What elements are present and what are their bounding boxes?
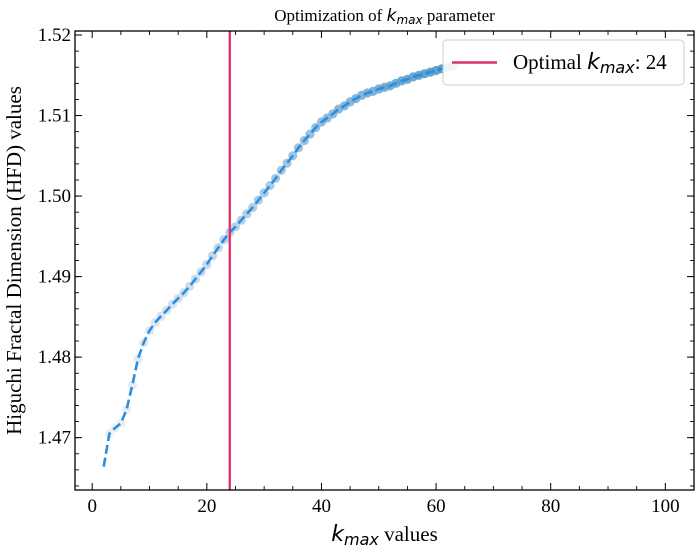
x-tick-label: 60 bbox=[427, 496, 446, 517]
y-tick-label: 1.50 bbox=[38, 186, 71, 207]
legend-label: Optimal kmax: 24 bbox=[513, 50, 667, 77]
x-tick-label: 40 bbox=[312, 496, 331, 517]
y-tick-label: 1.49 bbox=[38, 267, 71, 288]
legend: Optimal kmax: 24 bbox=[442, 39, 685, 86]
fit-line bbox=[102, 65, 454, 467]
legend-box bbox=[442, 39, 685, 86]
x-tick-label: 100 bbox=[651, 496, 680, 517]
data-point bbox=[127, 380, 137, 390]
y-axis-label: Higuchi Fractal Dimension (HFD) values bbox=[2, 86, 26, 435]
chart-title-text: Optimization of kmax parameter bbox=[274, 6, 495, 27]
y-axis-label-text: Higuchi Fractal Dimension (HFD) values bbox=[2, 86, 26, 435]
x-axis-label: kmax values bbox=[331, 522, 438, 549]
data-point bbox=[133, 354, 143, 364]
x-tick-label: 80 bbox=[541, 496, 560, 517]
y-tick-label: 1.47 bbox=[38, 428, 71, 449]
chart-title: Optimization of kmax parameter bbox=[274, 6, 495, 27]
x-tick-label: 20 bbox=[197, 496, 216, 517]
y-tick-label: 1.52 bbox=[38, 25, 71, 46]
plot-frame bbox=[74, 30, 695, 491]
y-tick-label: 1.48 bbox=[38, 347, 71, 368]
y-tick-label: 1.51 bbox=[38, 106, 71, 127]
fit-line-path bbox=[102, 65, 454, 467]
data-points bbox=[104, 61, 458, 439]
axes: 0 20 40 60 80 100 1.47 1.48 1.49 1.50 1.51 1.52 bbox=[38, 25, 695, 517]
x-axis-label-text: kmax values bbox=[331, 522, 438, 549]
x-tick-label: 0 bbox=[87, 496, 97, 517]
